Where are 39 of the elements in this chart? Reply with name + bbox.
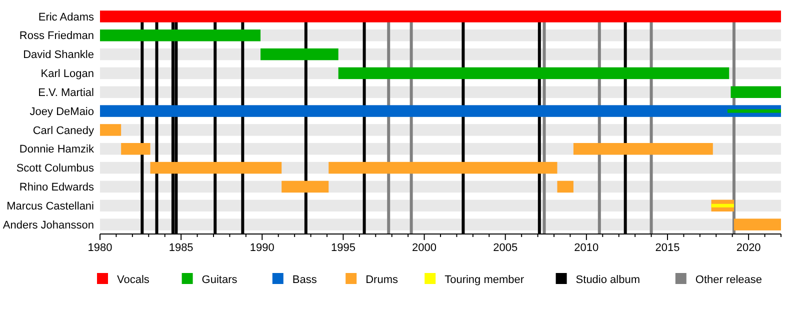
legend-label: Touring member xyxy=(444,274,524,286)
legend-label: Bass xyxy=(292,274,318,286)
x-tick-label: 1980 xyxy=(88,242,112,254)
x-tick-label: 2010 xyxy=(574,242,599,254)
bar xyxy=(100,124,122,136)
legend-label: Studio album xyxy=(576,274,640,286)
y-tick-label: Scott Columbus xyxy=(16,162,94,175)
y-tick-label: David Shankle xyxy=(23,49,94,62)
y-tick-label: Carl Canedy xyxy=(32,124,94,137)
y-tick-label: E.V. Martial xyxy=(38,86,94,99)
legend-label: Guitars xyxy=(202,274,238,286)
legend-label: Vocals xyxy=(117,274,150,286)
bar xyxy=(730,86,781,98)
bar xyxy=(734,218,781,230)
y-tick-label: Ross Friedman xyxy=(19,30,94,42)
y-tick-label: Karl Logan xyxy=(40,68,94,80)
y-tick-label: Eric Adams xyxy=(38,11,94,24)
bar xyxy=(573,143,713,155)
x-tick-label: 2005 xyxy=(493,242,518,254)
legend-label: Drums xyxy=(366,274,398,286)
x-tick-label: 1990 xyxy=(250,242,274,254)
bar xyxy=(557,180,574,193)
y-tick-label: Donnie Hamzik xyxy=(19,144,94,156)
x-tick-label: 2000 xyxy=(412,242,437,254)
bar xyxy=(121,143,150,155)
bar xyxy=(260,48,338,60)
x-tick-label: 2020 xyxy=(736,242,761,254)
y-tick-label: Anders Johansson xyxy=(2,219,94,232)
y-tick-label: Rhino Edwards xyxy=(19,182,94,194)
y-tick-label: Joey DeMaio xyxy=(30,106,94,118)
x-tick-label: 1995 xyxy=(330,242,356,254)
legend-label: Other release xyxy=(695,274,762,286)
x-tick-label: 1985 xyxy=(168,242,194,254)
bar xyxy=(150,162,282,174)
bar xyxy=(711,204,734,208)
bar xyxy=(282,180,329,193)
y-tick-label: Marcus Castellani xyxy=(6,200,94,212)
bar xyxy=(100,30,261,42)
x-tick-label: 2015 xyxy=(655,242,680,254)
